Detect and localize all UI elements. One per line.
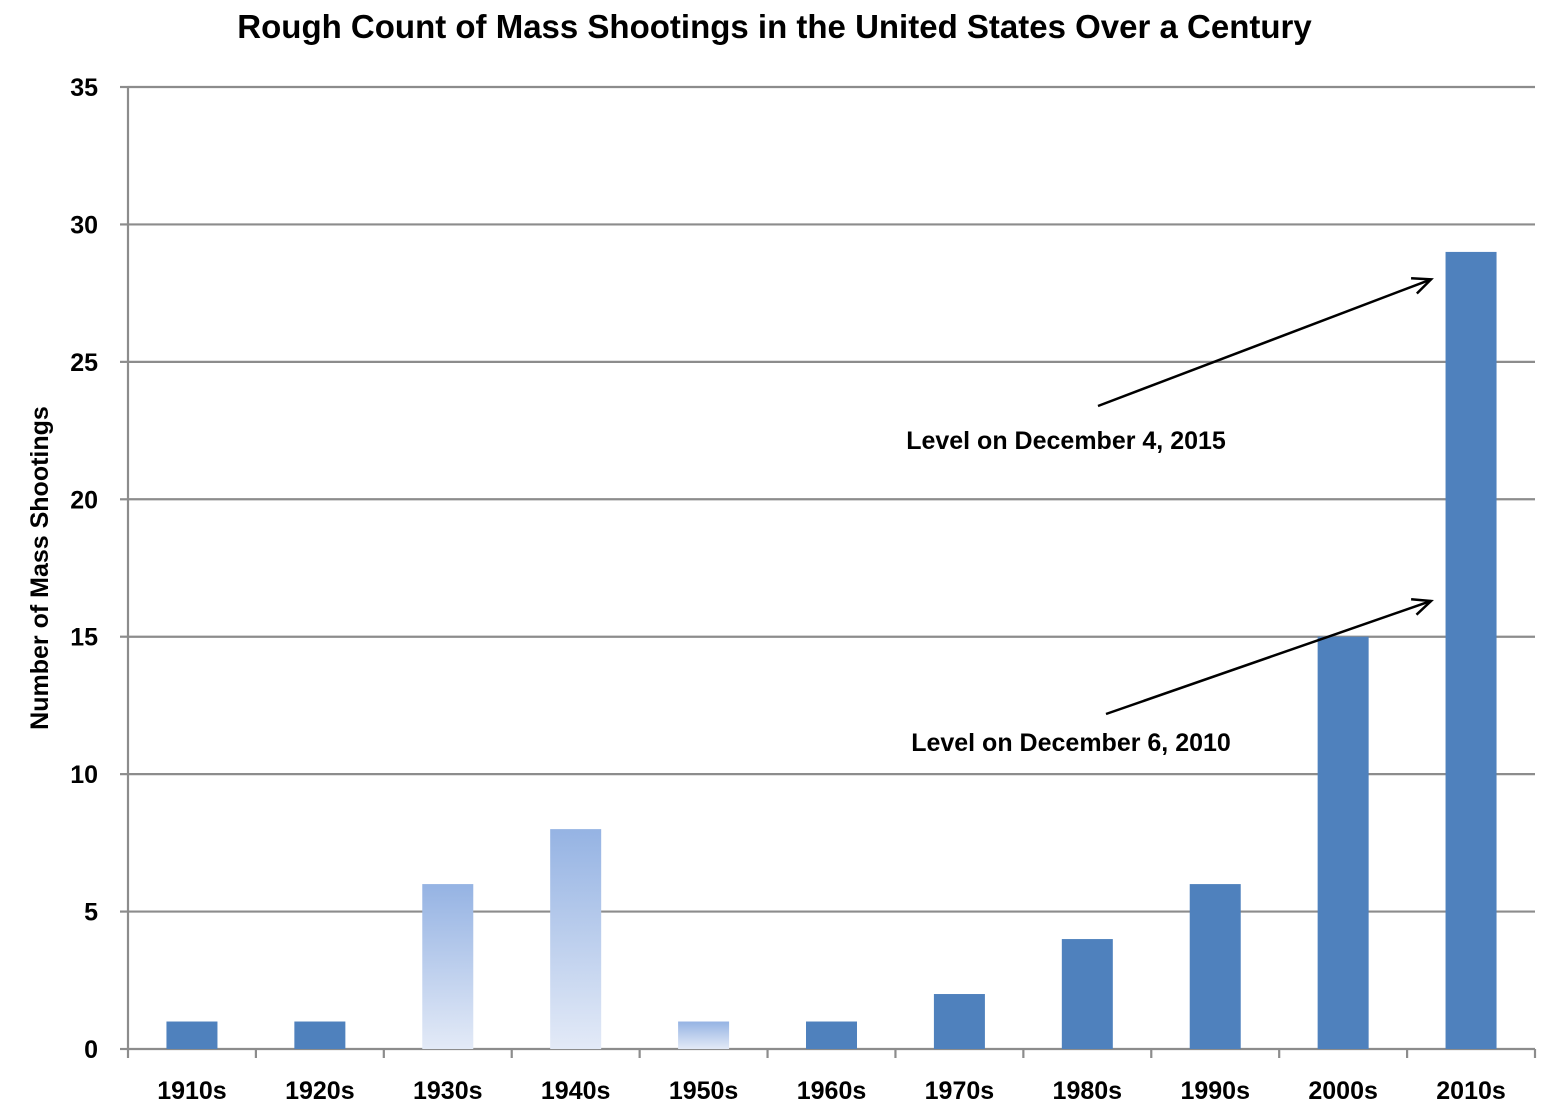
x-tick-label: 1970s	[925, 1077, 995, 1105]
gridlines	[128, 85, 1535, 913]
y-tick-label: 5	[84, 899, 98, 927]
y-tick-label: 10	[70, 761, 98, 789]
x-tick-label: 1990s	[1180, 1077, 1250, 1105]
annotation-arrow	[1097, 278, 1432, 408]
bar-1930s	[422, 884, 474, 1049]
annotation-label: Level on December 4, 2015	[906, 427, 1226, 455]
x-tick-label: 1910s	[157, 1077, 227, 1105]
bars	[166, 251, 1497, 1049]
y-tick-label: 25	[70, 349, 98, 377]
bar-1940s	[550, 829, 602, 1049]
x-tick-label: 1940s	[541, 1077, 611, 1105]
bar-1910s	[166, 1021, 218, 1049]
x-tick-label: 2000s	[1308, 1077, 1378, 1105]
x-tick-label: 1960s	[797, 1077, 867, 1105]
annotations: Level on December 4, 2015 Level on Decemb…	[906, 277, 1434, 757]
y-axis-title: Number of Mass Shootings	[26, 406, 54, 730]
bar-1920s	[294, 1021, 346, 1049]
bar-1960s	[806, 1021, 857, 1049]
x-tick-label: 2010s	[1436, 1077, 1506, 1105]
y-tick-label: 35	[70, 74, 98, 102]
x-tick-label: 1920s	[285, 1077, 355, 1105]
bar-1970s	[933, 994, 985, 1049]
x-tick-label: 1980s	[1053, 1077, 1123, 1105]
tick-labels: 0 5 10 15 20 25 30 35 1910s 1920s 1930s 1940s 1950s 1…	[26, 74, 1506, 1105]
bar-1990s	[1189, 884, 1241, 1049]
y-tick-label: 15	[70, 624, 98, 652]
bar-1980s	[1061, 939, 1113, 1049]
bar-2010s	[1445, 251, 1497, 1049]
chart-title: Rough Count of Mass Shootings in the Uni…	[237, 8, 1312, 45]
bar-1950s	[678, 1021, 730, 1049]
annotation-arrowhead	[1411, 277, 1434, 295]
y-tick-label: 20	[70, 486, 98, 514]
y-tick-label: 30	[70, 211, 98, 239]
annotation-arrowhead	[1411, 598, 1434, 616]
x-tick-label: 1930s	[413, 1077, 483, 1105]
annotation-label: Level on December 6, 2010	[911, 729, 1231, 757]
annotation-arrow	[1105, 599, 1432, 716]
x-tick-label: 1950s	[669, 1077, 739, 1105]
bar-2000s	[1317, 636, 1369, 1049]
y-tick-label: 0	[84, 1036, 98, 1064]
